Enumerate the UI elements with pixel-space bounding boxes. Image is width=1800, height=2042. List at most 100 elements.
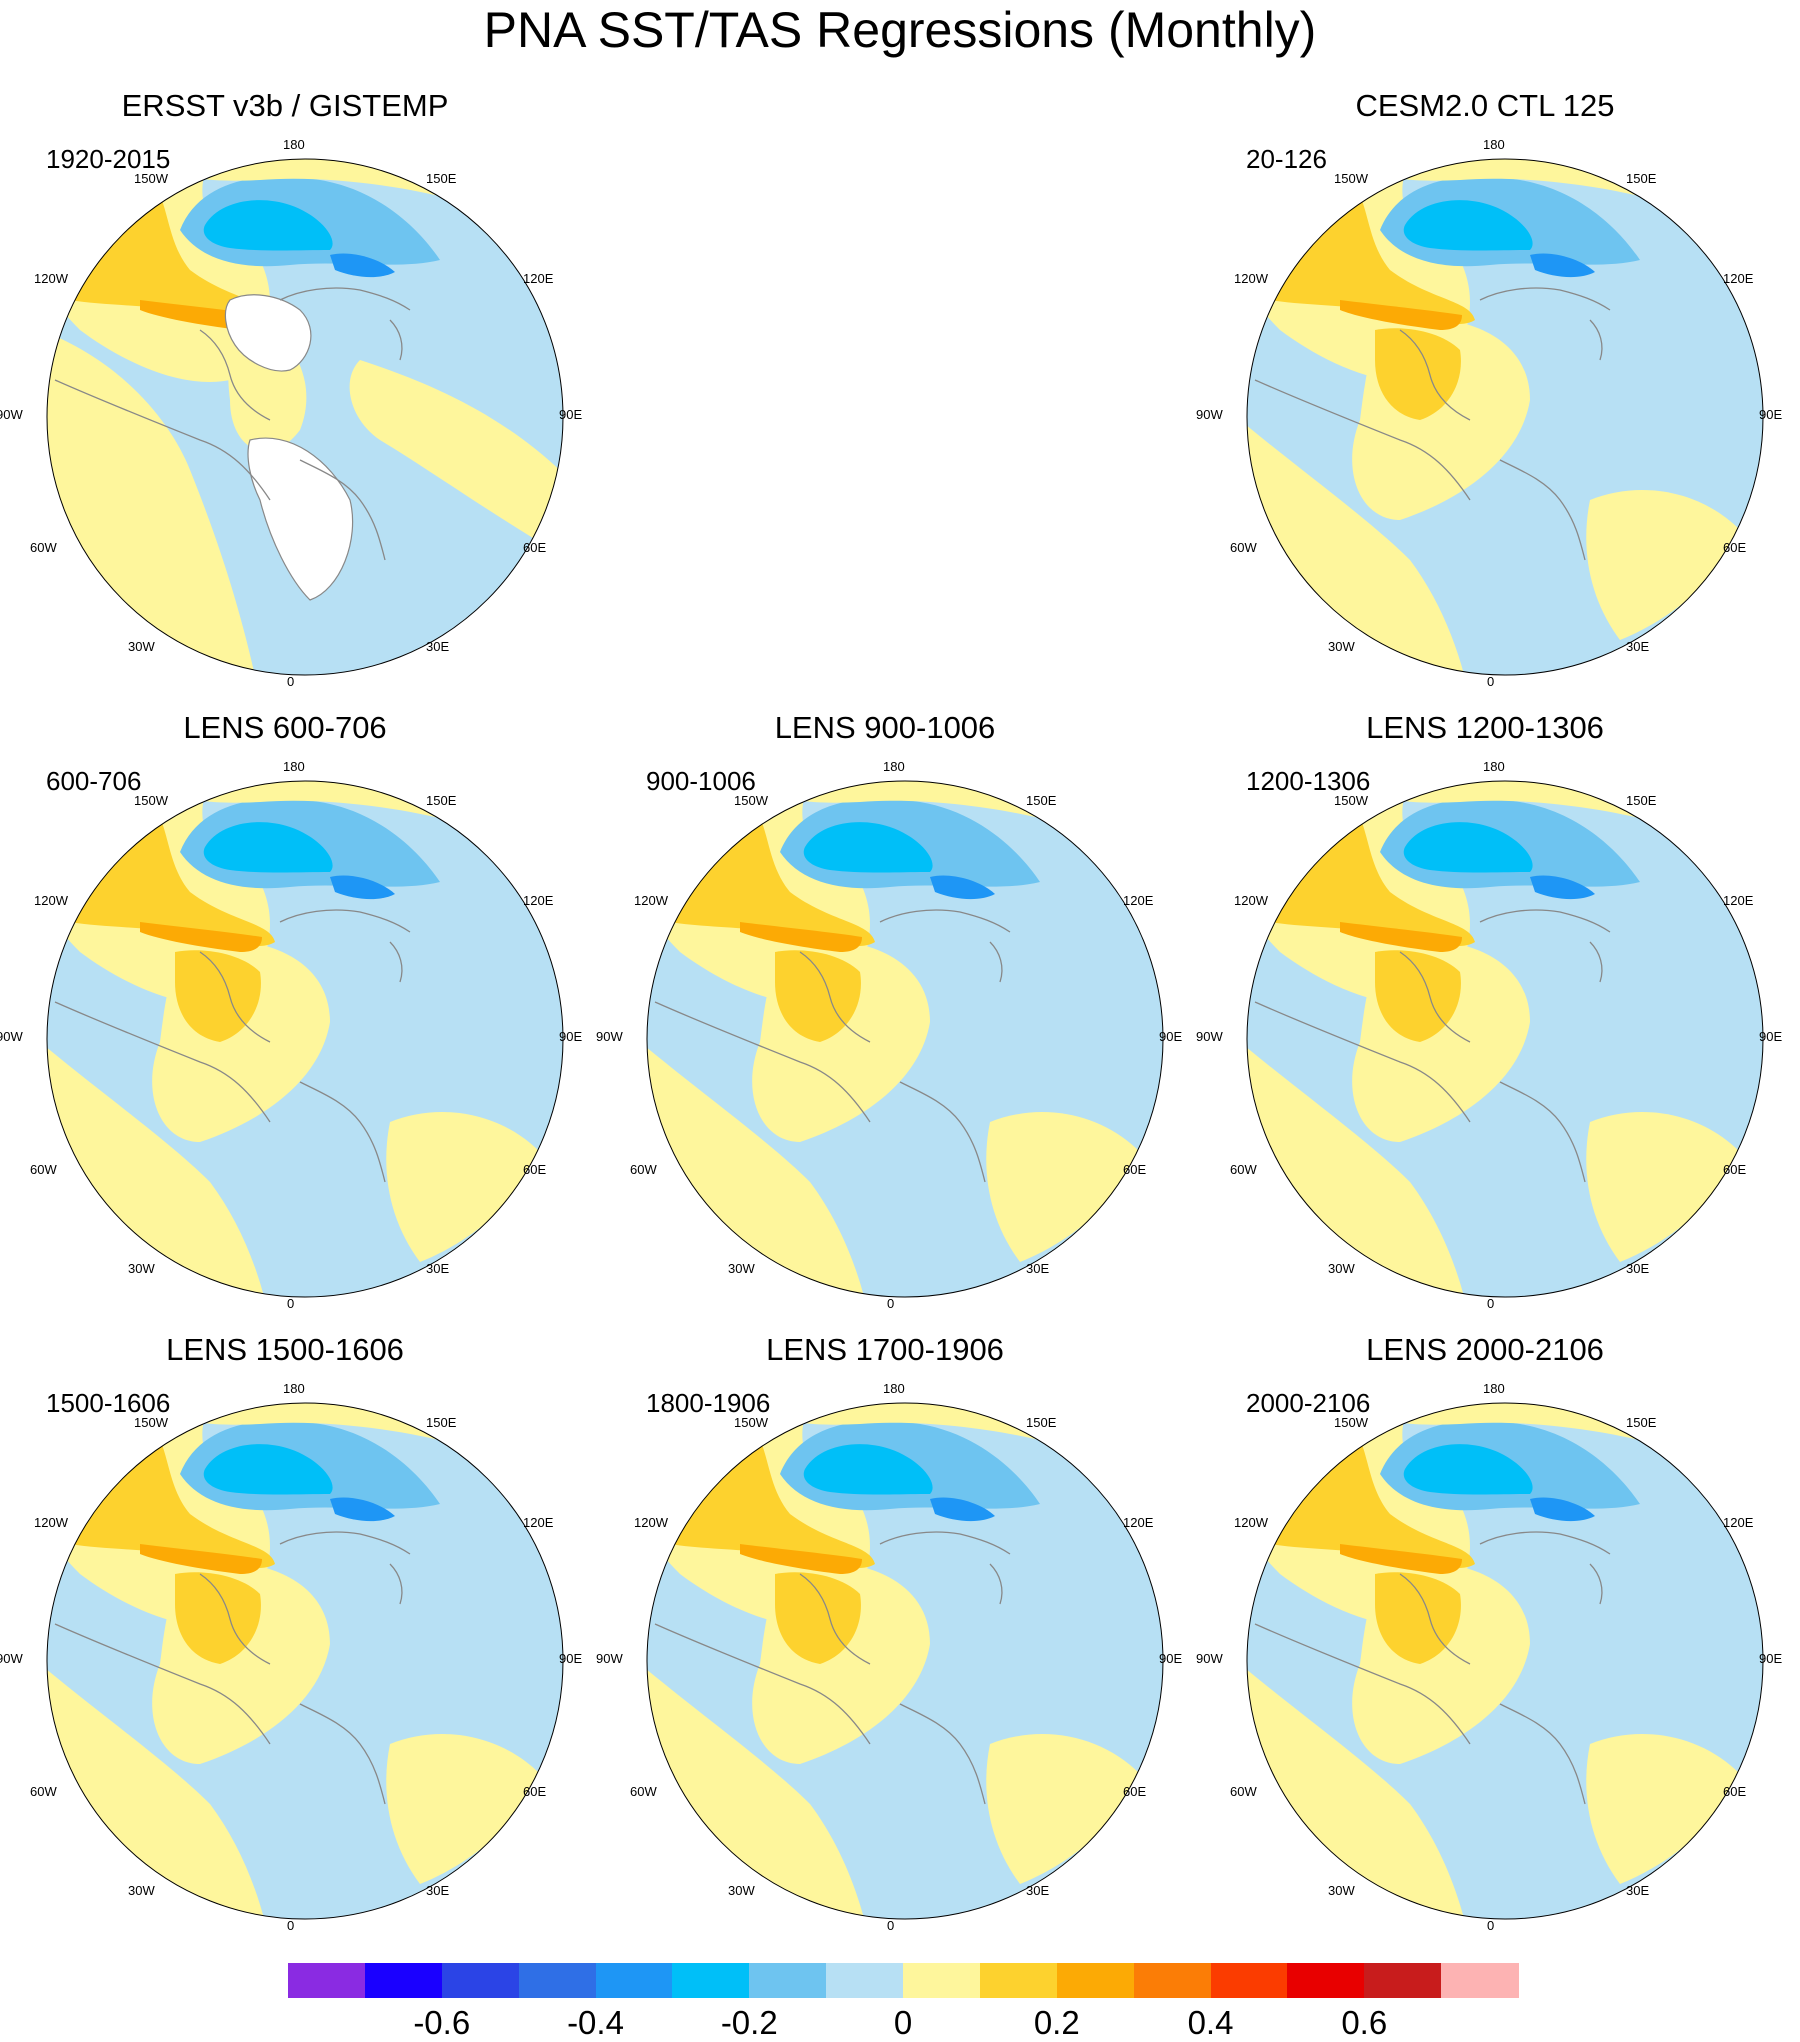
longitude-label: 150E	[1626, 793, 1657, 808]
longitude-label: 150W	[734, 793, 768, 808]
warm-region-canada	[775, 1572, 861, 1664]
longitude-label: 120W	[634, 1515, 668, 1530]
colorbar-swatch	[749, 1963, 827, 1998]
polar-map	[46, 1402, 564, 1920]
warm-region-canada	[775, 950, 861, 1042]
longitude-label: 0	[1487, 1918, 1495, 1933]
polar-map	[46, 158, 564, 676]
coastline	[1499, 459, 1586, 561]
panel-period: 600-706	[46, 766, 142, 796]
longitude-label: 60W	[1230, 1162, 1257, 1177]
longitude-label: 60W	[30, 1162, 57, 1177]
longitude-label: 30E	[1626, 1261, 1650, 1276]
panel-title: LENS 1500-1606	[166, 1332, 404, 1367]
longitude-label: 60W	[30, 540, 57, 555]
longitude-label: 90W	[596, 1029, 623, 1044]
cold-core-kamchatka	[1530, 1497, 1595, 1522]
cold-core-kamchatka	[1530, 875, 1595, 900]
coastline	[389, 1563, 403, 1605]
colorbar-swatch	[518, 1963, 596, 1998]
coastline	[1254, 1623, 1471, 1745]
map-panel: LENS 1700-1906 1800-1906 180 0 150W 150E 120W 1…	[596, 1244, 1182, 1933]
polar-map	[1246, 158, 1764, 676]
cold-core-north-pacific	[203, 822, 333, 873]
positive-region-eurasia	[1586, 1112, 1740, 1262]
warm-region-canada	[175, 1572, 261, 1664]
map-panel: ERSST v3b / GISTEMP 1920-2015 180 0 150W 150E…	[0, 0, 582, 689]
longitude-label: 120W	[634, 893, 668, 908]
longitude-label: 150W	[734, 1415, 768, 1430]
positive-region-eurasia	[386, 1734, 540, 1884]
colorbar-tick-label: 0.6	[1341, 2004, 1388, 2041]
coastline	[199, 951, 271, 1043]
longitude-label: 120E	[1123, 893, 1154, 908]
longitude-label: 30E	[426, 1883, 450, 1898]
coastline	[899, 1703, 986, 1805]
coastline	[299, 1081, 386, 1183]
longitude-label: 180	[283, 759, 305, 774]
cold-core-north-pacific	[1403, 1444, 1533, 1495]
longitude-label: 60W	[30, 1784, 57, 1799]
map-panel: LENS 1200-1306 1200-1306 180 0 150W 150E 120W 1…	[1196, 622, 1782, 1311]
longitude-label: 0	[1487, 1296, 1495, 1311]
colorbar-swatch	[1133, 1963, 1211, 1998]
map-field	[47, 159, 563, 675]
map-boundary	[646, 780, 1164, 1298]
map-panel: LENS 900-1006 900-1006 180 0 150W 150E 120W 120…	[596, 622, 1182, 1311]
longitude-label: 120E	[1723, 271, 1754, 286]
longitude-label: 90E	[559, 407, 583, 422]
panel-period: 1500-1606	[46, 1388, 171, 1418]
longitude-label: 150W	[134, 1415, 168, 1430]
panel-period: 20-126	[1246, 144, 1327, 174]
coastline	[54, 379, 271, 501]
map-field	[647, 781, 1163, 1297]
longitude-label: 180	[283, 1381, 305, 1396]
warm-core-alaska	[740, 1544, 862, 1574]
coastline	[1254, 1001, 1471, 1123]
map-field	[1247, 781, 1763, 1297]
map-panel: LENS 2000-2106 2000-2106 180 0 150W 150E 120W 1…	[1196, 1244, 1782, 1933]
panel-title: LENS 900-1006	[774, 710, 996, 745]
colorbar-tick-label: -0.6	[413, 2004, 471, 2041]
coastline	[1254, 379, 1471, 501]
longitude-label: 120E	[1723, 893, 1754, 908]
longitude-label: 90E	[1159, 1651, 1183, 1666]
longitude-label: 60W	[630, 1162, 657, 1177]
map-boundary	[46, 780, 564, 1298]
longitude-label: 150E	[426, 171, 457, 186]
panel-period: 2000-2106	[1246, 1388, 1371, 1418]
longitude-label: 30E	[1626, 1883, 1650, 1898]
warm-core-alaska	[1340, 1544, 1462, 1574]
panel-period: 1200-1306	[1246, 766, 1371, 796]
coastline	[279, 1531, 411, 1555]
longitude-label: 150W	[134, 171, 168, 186]
longitude-label: 30E	[426, 639, 450, 654]
polar-map	[1246, 1402, 1764, 1920]
map-boundary	[46, 1402, 564, 1920]
colorbar-swatch	[1441, 1963, 1519, 1998]
colorbar-swatch	[1287, 1963, 1365, 1998]
polar-map	[46, 780, 564, 1298]
longitude-label: 150W	[134, 793, 168, 808]
colorbar-swatch	[288, 1963, 366, 1998]
longitude-label: 0	[887, 1296, 895, 1311]
colorbar-swatch	[826, 1963, 904, 1998]
map-boundary	[1246, 1402, 1764, 1920]
colorbar-swatch	[364, 1963, 443, 1998]
map-boundary	[1246, 780, 1764, 1298]
cold-core-north-pacific	[1403, 200, 1533, 251]
cold-core-kamchatka	[1530, 253, 1595, 278]
longitude-label: 150E	[426, 793, 457, 808]
longitude-label: 60E	[523, 540, 547, 555]
panel-title: LENS 600-706	[183, 710, 387, 745]
longitude-label: 60W	[1230, 1784, 1257, 1799]
longitude-label: 60W	[630, 1784, 657, 1799]
longitude-label: 150W	[1334, 1415, 1368, 1430]
warm-core-alaska	[1340, 922, 1462, 952]
longitude-label: 30W	[728, 1883, 755, 1898]
longitude-label: 120E	[523, 893, 554, 908]
warm-region-canada	[1375, 328, 1461, 420]
panel-period: 1920-2015	[46, 144, 171, 174]
positive-region-eurasia	[1586, 490, 1740, 640]
coastline	[1479, 909, 1611, 933]
